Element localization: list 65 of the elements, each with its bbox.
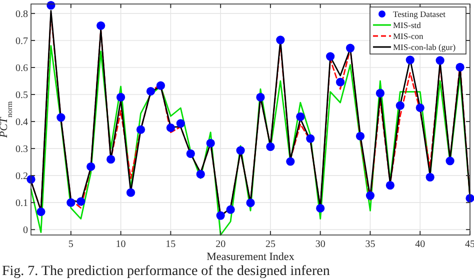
x-tick-label: 15 (166, 239, 176, 250)
point (146, 86, 156, 96)
point (366, 191, 375, 200)
point (296, 112, 305, 121)
point (426, 172, 434, 182)
point (56, 113, 66, 122)
legend-label: MIS-std (393, 20, 422, 30)
point (386, 180, 394, 190)
point (136, 125, 146, 134)
point (256, 92, 265, 102)
x-tick-label: 20 (216, 239, 226, 250)
point (196, 170, 205, 179)
caption: Fig. 7. The prediction performance of the designed inferen (2, 264, 330, 279)
x-tick-label: 25 (265, 239, 276, 250)
point (176, 119, 185, 128)
point (356, 132, 365, 140)
y-tick-label: 0.2 (16, 171, 28, 182)
legend-label: MIS-con-lab (gur) (393, 42, 456, 52)
y-tick-label: 0.8 (16, 8, 28, 20)
point (96, 21, 106, 30)
point (76, 197, 86, 206)
point (266, 142, 275, 151)
y-tick-label: 0.6 (16, 62, 28, 74)
point (276, 36, 285, 44)
point (336, 78, 345, 86)
point (156, 81, 166, 90)
point (226, 205, 235, 214)
point (446, 156, 454, 166)
x-tick-label: 5 (68, 239, 74, 250)
x-tick-label: 30 (315, 239, 326, 250)
point (346, 44, 355, 52)
y-tick-label: 0.1 (16, 198, 28, 210)
point (246, 198, 255, 208)
x-axis-title: Measurement Index (206, 251, 295, 263)
point (66, 198, 76, 207)
point (436, 56, 444, 65)
point (376, 88, 385, 98)
y-tick-label: 0 (23, 225, 28, 236)
point (186, 149, 195, 158)
point (396, 101, 404, 110)
point (166, 123, 175, 132)
y-tick-label: 0.3 (16, 144, 28, 156)
point (236, 146, 245, 155)
point (86, 162, 96, 171)
point (406, 56, 414, 64)
point (36, 207, 46, 216)
point (306, 134, 315, 143)
point (456, 62, 464, 72)
point (106, 155, 116, 164)
point (286, 157, 295, 166)
point (416, 103, 424, 112)
point (316, 204, 325, 213)
y-tick-label: 0.5 (16, 90, 28, 102)
x-tick-label: 10 (116, 239, 126, 250)
y-tick-label: 0.7 (16, 36, 28, 47)
point (116, 92, 126, 102)
point (216, 211, 225, 220)
y-tick-label: 0.4 (16, 117, 28, 128)
point (326, 52, 335, 61)
legend-label: MIS-con (393, 31, 424, 41)
x-tick-label: 40 (415, 239, 426, 250)
x-tick-label: 35 (365, 239, 376, 250)
point (206, 138, 215, 148)
point (126, 188, 136, 197)
legend-label: Testing Dataset (393, 9, 446, 19)
